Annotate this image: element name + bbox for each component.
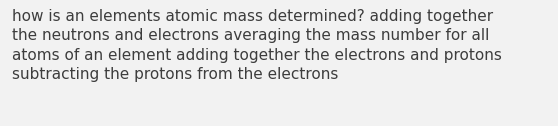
Text: how is an elements atomic mass determined? adding together
the neutrons and elec: how is an elements atomic mass determine… <box>12 9 502 83</box>
